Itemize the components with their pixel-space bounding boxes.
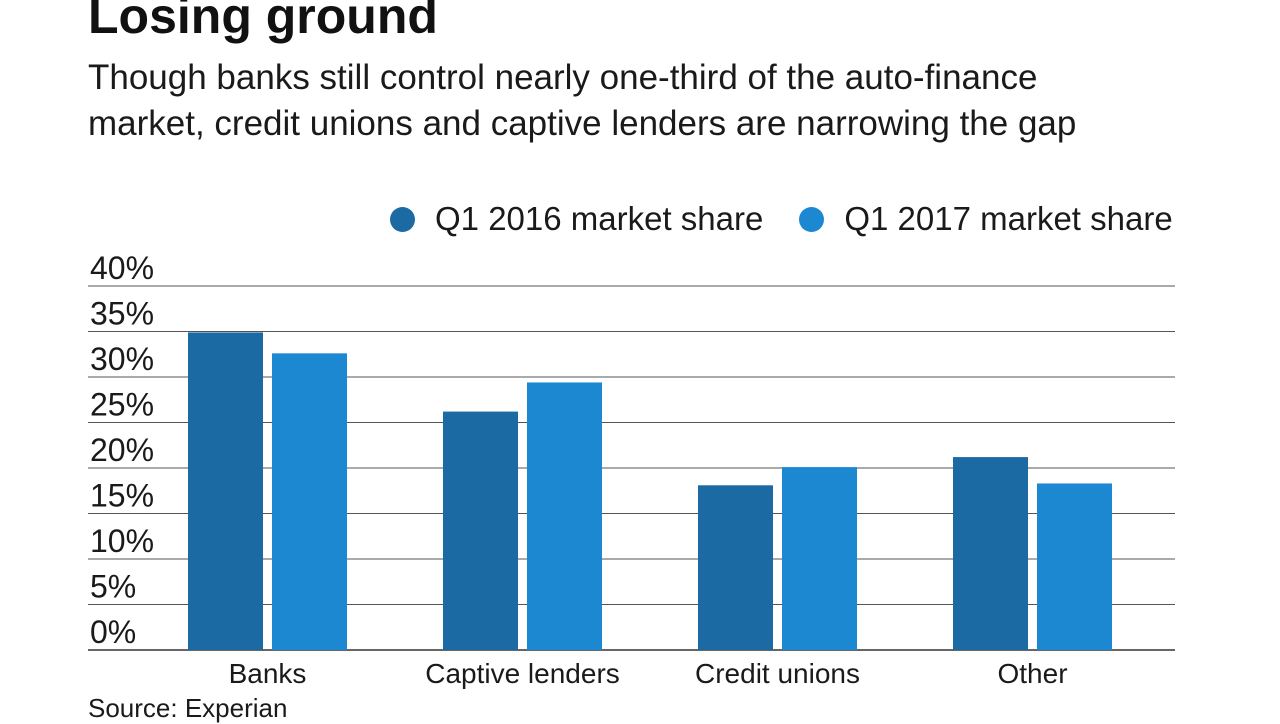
chart-subtitle: Though banks still control nearly one-th… — [88, 58, 1077, 143]
chart-legend: Q1 2016 market share Q1 2017 market shar… — [390, 198, 1173, 240]
x-tick-label: Banks — [229, 658, 307, 689]
y-tick-label: 0% — [90, 614, 136, 650]
legend-swatch-q1-2016 — [390, 206, 415, 232]
y-tick-label: 5% — [90, 569, 136, 605]
bar — [527, 382, 602, 650]
bar — [272, 353, 347, 650]
y-tick-label: 40% — [90, 250, 154, 286]
legend-label-q1-2017: Q1 2017 market share — [844, 200, 1173, 237]
x-tick-label: Credit unions — [695, 658, 860, 689]
bars — [188, 332, 1112, 650]
legend-item-q1-2016: Q1 2016 market share — [390, 200, 763, 238]
x-tick-label: Captive lenders — [425, 658, 620, 689]
y-tick-label: 10% — [90, 523, 154, 559]
bar — [698, 485, 773, 650]
y-tick-label: 30% — [90, 341, 154, 377]
y-tick-label: 20% — [90, 432, 154, 468]
bar — [953, 457, 1028, 650]
legend-swatch-q1-2017 — [799, 206, 825, 232]
bar — [782, 467, 857, 650]
y-tick-label: 35% — [90, 296, 154, 332]
source-note: Source: Experian — [88, 693, 288, 723]
y-tick-label: 25% — [90, 387, 154, 423]
y-tick-label: 15% — [90, 478, 154, 514]
bar — [188, 332, 263, 650]
x-tick-label: Other — [997, 658, 1067, 689]
bar — [443, 411, 518, 650]
y-axis-tick-labels: 0% 5% 10% 15% 20% 25% 30% 35% 40% — [90, 250, 154, 650]
legend-label-q1-2016: Q1 2016 market share — [435, 200, 764, 237]
legend-item-q1-2017: Q1 2017 market share — [799, 200, 1173, 238]
x-axis-category-labels: Banks Captive lenders Credit unions Other — [229, 658, 1068, 689]
bar — [1037, 483, 1112, 650]
chart-title: Losing ground — [88, 0, 438, 44]
